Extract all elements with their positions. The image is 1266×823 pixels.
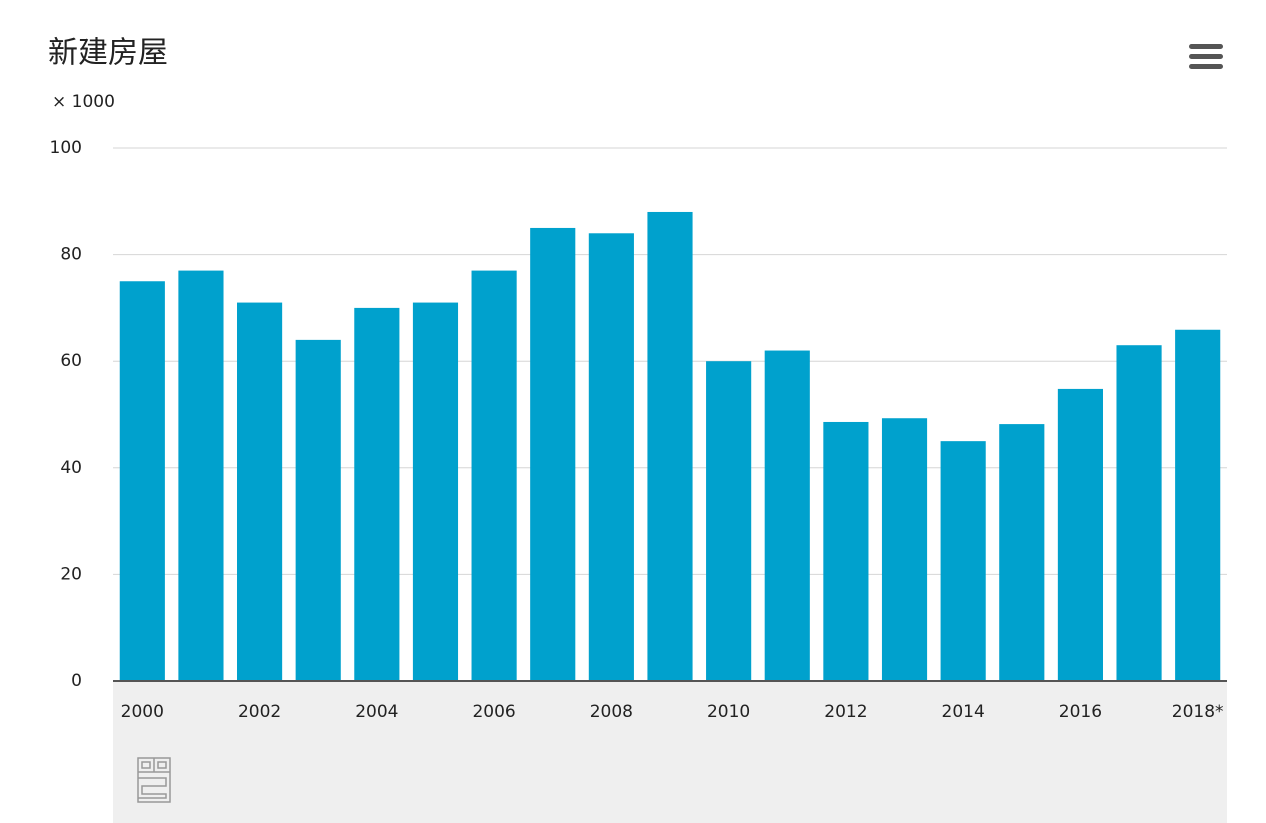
logo-pattern bbox=[138, 758, 170, 799]
menu-bar[interactable] bbox=[1189, 54, 1223, 59]
bar bbox=[647, 211, 693, 681]
y-tick-label: 40 bbox=[60, 458, 82, 478]
y-tick-label: 60 bbox=[60, 351, 82, 371]
bar bbox=[1057, 388, 1103, 681]
menu-bar[interactable] bbox=[1189, 44, 1223, 49]
x-tick-label: 2008 bbox=[590, 702, 633, 722]
bar bbox=[354, 307, 400, 681]
bar bbox=[881, 418, 928, 681]
y-tick-label: 20 bbox=[60, 564, 82, 584]
x-tick-label: 2016 bbox=[1059, 702, 1102, 722]
x-tick-label: 2000 bbox=[121, 702, 164, 722]
x-tick-label: 2002 bbox=[238, 702, 281, 722]
bar bbox=[119, 281, 165, 681]
bar bbox=[999, 424, 1045, 681]
bar bbox=[237, 302, 283, 681]
menu-bar[interactable] bbox=[1189, 64, 1223, 69]
bar bbox=[178, 270, 224, 681]
bar bbox=[412, 302, 459, 681]
y-unit: × 1000 bbox=[52, 92, 115, 112]
x-tick-label: 2014 bbox=[942, 702, 985, 722]
bar bbox=[764, 350, 810, 681]
y-tick-label: 80 bbox=[60, 245, 82, 265]
menu-button[interactable] bbox=[1189, 44, 1223, 69]
x-tick-label: 2006 bbox=[472, 702, 515, 722]
x-tick-label: 2010 bbox=[707, 702, 750, 722]
bar bbox=[530, 227, 576, 681]
logo bbox=[137, 757, 171, 803]
bar bbox=[940, 441, 986, 681]
x-tick-label: 2018* bbox=[1172, 702, 1224, 722]
bar bbox=[471, 270, 517, 681]
bar bbox=[823, 421, 869, 681]
chart-title: 新建房屋 bbox=[48, 36, 168, 71]
bar bbox=[588, 233, 634, 681]
bar bbox=[295, 339, 341, 681]
y-tick-label: 0 bbox=[71, 671, 82, 691]
footer-band bbox=[113, 681, 1227, 823]
x-tick-label: 2012 bbox=[824, 702, 867, 722]
bar bbox=[1175, 329, 1221, 681]
bar bbox=[706, 361, 752, 681]
bar bbox=[1116, 345, 1162, 681]
x-tick-label: 2004 bbox=[355, 702, 398, 722]
y-tick-label: 100 bbox=[50, 138, 82, 158]
